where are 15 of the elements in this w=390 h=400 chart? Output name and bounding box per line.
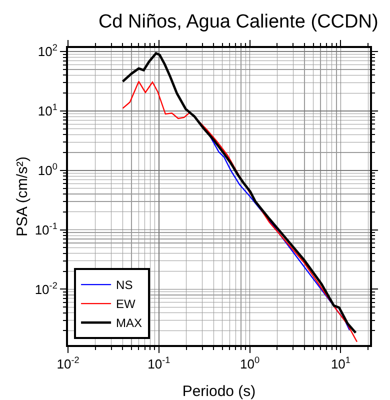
x-axis-title: Periodo (s) [182, 383, 256, 400]
legend-label: NS [116, 278, 133, 292]
y-axis-title: PSA (cm/s²) [14, 156, 31, 237]
legend-label: MAX [116, 316, 142, 330]
y-tick-label: 10$^{0}$ [38, 162, 58, 178]
legend-label: EW [116, 297, 136, 312]
x-tick-label: 10$^{-2}$ [56, 355, 80, 372]
y-tick-label: 10$^{1}$ [38, 102, 58, 119]
x-tick-label: 10$^{0}$ [240, 355, 260, 372]
x-tick-label: 10$^{1}$ [330, 355, 350, 372]
y-tick-label: 10$^{-1}$ [34, 220, 58, 238]
y-tick-label: 10$^{-2}$ [34, 280, 58, 297]
y-tick-label: 10$^{2}$ [38, 42, 58, 60]
chart-title: Cd Niños, Agua Caliente (CCDN) [98, 11, 378, 32]
x-tick-label: 10$^{-1}$ [148, 355, 170, 372]
